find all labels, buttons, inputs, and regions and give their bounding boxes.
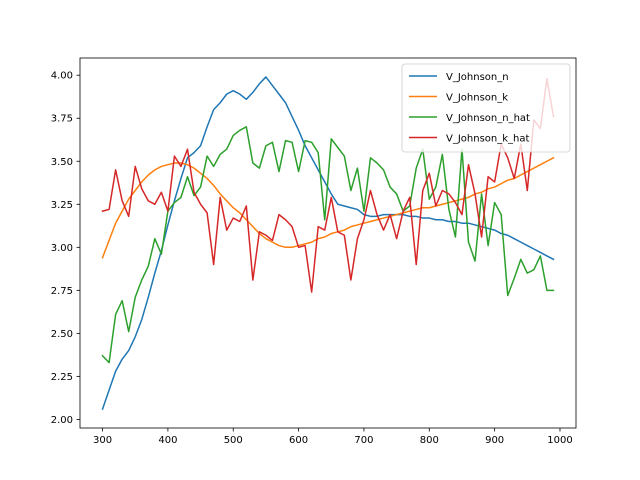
x-tick-label: 900 xyxy=(485,435,504,446)
legend-label: V_Johnson_k xyxy=(446,93,508,104)
y-tick-label: 3.00 xyxy=(51,243,73,254)
y-tick-label: 2.25 xyxy=(51,372,73,383)
axes: 300 400 500 600 700 800 900 1000 2.00 2.25 2.50 2.7… xyxy=(51,71,573,446)
y-tick-label: 3.25 xyxy=(51,200,73,211)
x-tick-label: 500 xyxy=(224,435,243,446)
y-tick-label: 2.75 xyxy=(51,286,73,297)
legend-label: V_Johnson_n xyxy=(446,72,509,83)
x-tick-label: 800 xyxy=(420,435,439,446)
series-line-v-johnson-k-hat xyxy=(101,77,555,293)
legend: V_Johnson_n V_Johnson_k V_Johnson_n_hat V_J… xyxy=(401,63,571,153)
plot-frame xyxy=(79,57,577,429)
y-tick-label: 2.50 xyxy=(51,329,73,340)
series-lines xyxy=(101,76,555,411)
x-tick-label: 700 xyxy=(354,435,373,446)
y-tick-label: 3.75 xyxy=(51,114,73,125)
y-tick-label: 3.50 xyxy=(51,157,73,168)
x-tick-label: 600 xyxy=(289,435,308,446)
legend-box xyxy=(401,63,571,153)
y-tick-label: 2.00 xyxy=(51,415,73,426)
x-tick-label: 300 xyxy=(93,435,112,446)
series-line-v-johnson-n-hat xyxy=(101,126,555,364)
x-tick-label: 400 xyxy=(158,435,177,446)
legend-label: V_Johnson_k_hat xyxy=(446,134,530,145)
y-tick-label: 4.00 xyxy=(51,71,73,82)
series-line-v-johnson-k xyxy=(101,156,555,259)
legend-label: V_Johnson_n_hat xyxy=(446,113,530,124)
x-tick-label: 1000 xyxy=(547,435,572,446)
